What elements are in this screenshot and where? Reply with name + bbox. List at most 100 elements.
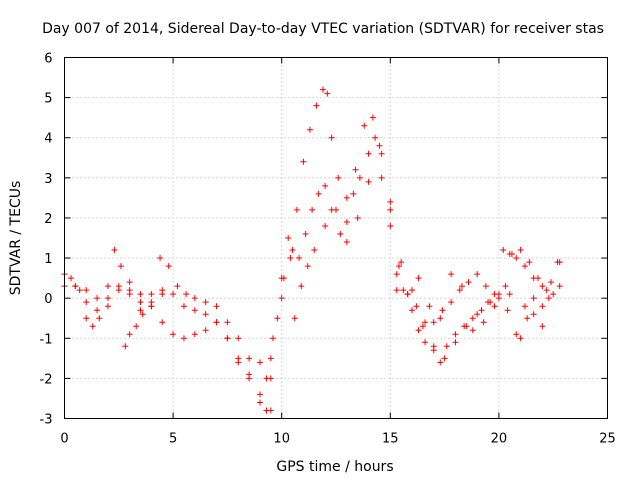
data-point <box>293 206 300 213</box>
data-point <box>213 303 220 310</box>
data-point <box>83 299 90 306</box>
data-point <box>72 283 79 290</box>
data-point <box>235 355 242 362</box>
data-point <box>474 311 481 318</box>
data-point <box>458 283 465 290</box>
y-tick-label: -3 <box>40 413 53 428</box>
data-point <box>550 291 557 298</box>
data-point <box>137 291 144 298</box>
data-point <box>256 391 263 398</box>
data-point <box>415 275 422 282</box>
data-point <box>539 303 546 310</box>
data-point <box>376 142 383 149</box>
series-track-7 <box>278 142 561 362</box>
chart-title: Day 007 of 2014, Sidereal Day-to-day VTE… <box>42 21 604 37</box>
data-point <box>159 291 166 298</box>
series-track-6 <box>267 134 546 366</box>
data-point <box>322 222 329 229</box>
data-point <box>256 399 263 406</box>
y-tick-label: -2 <box>40 372 53 387</box>
data-point <box>213 319 220 326</box>
y-tick-label: 0 <box>44 292 52 307</box>
data-point <box>306 126 313 133</box>
data-point <box>170 291 177 298</box>
data-point <box>504 307 511 314</box>
data-point <box>369 114 376 121</box>
data-point <box>337 230 344 237</box>
data-point <box>328 134 335 141</box>
data-point <box>534 275 541 282</box>
data-point <box>296 255 303 262</box>
data-point <box>419 323 426 330</box>
data-point <box>291 315 298 322</box>
data-point <box>463 323 470 330</box>
series-track-1 <box>61 247 274 414</box>
data-point <box>354 214 361 221</box>
series-track-5 <box>263 86 563 382</box>
axis-ticks <box>64 57 608 419</box>
y-tick-label: 4 <box>44 132 52 147</box>
data-point <box>183 291 190 298</box>
data-point <box>556 283 563 290</box>
data-point <box>191 307 198 314</box>
data-point <box>443 343 450 350</box>
data-point <box>94 295 101 302</box>
data-point <box>324 90 331 97</box>
x-tick-label: 5 <box>169 432 177 447</box>
data-point <box>94 307 101 314</box>
data-point <box>315 190 322 197</box>
data-point <box>126 291 133 298</box>
data-point <box>430 343 437 350</box>
data-point <box>319 86 326 93</box>
data-point <box>478 307 485 314</box>
data-point <box>285 235 292 241</box>
series-track-8 <box>393 247 563 334</box>
x-tick-label: 25 <box>599 432 616 447</box>
data-point <box>448 299 455 306</box>
data-point <box>170 331 177 338</box>
data-point <box>398 259 405 266</box>
data-point <box>422 339 429 346</box>
data-point <box>452 339 459 346</box>
data-point <box>543 287 550 294</box>
data-point <box>304 263 311 270</box>
data-point <box>393 287 400 294</box>
data-point <box>393 271 400 278</box>
data-point <box>83 315 90 322</box>
data-point <box>545 295 552 302</box>
x-tick-label: 0 <box>60 432 68 447</box>
data-point <box>482 283 489 290</box>
series-track-3 <box>72 255 263 366</box>
data-point <box>111 247 118 254</box>
data-point <box>343 218 350 225</box>
data-point <box>126 331 133 338</box>
data-point <box>287 255 294 262</box>
data-point <box>365 150 372 157</box>
data-point <box>202 327 209 334</box>
data-point <box>322 182 329 189</box>
data-point <box>191 331 198 338</box>
data-point <box>352 166 359 173</box>
data-point <box>521 303 528 310</box>
y-tick-label: 2 <box>44 212 52 227</box>
data-point <box>365 178 372 185</box>
data-point <box>278 275 285 282</box>
x-tick-label: 10 <box>273 432 290 447</box>
plot-frame <box>64 57 608 419</box>
data-point <box>441 355 448 362</box>
data-point <box>300 158 307 165</box>
data-point <box>439 307 446 314</box>
data-point <box>180 303 187 310</box>
data-point <box>83 287 90 294</box>
x-axis-title: GPS time / hours <box>276 459 393 475</box>
data-point <box>270 335 277 342</box>
data-point <box>202 311 209 318</box>
data-point <box>387 198 394 205</box>
data-point <box>430 319 437 326</box>
data-point <box>448 271 455 278</box>
data-point <box>530 311 537 318</box>
data-point <box>526 259 533 266</box>
y-tick-label: 5 <box>44 92 52 107</box>
data-point <box>278 295 285 302</box>
